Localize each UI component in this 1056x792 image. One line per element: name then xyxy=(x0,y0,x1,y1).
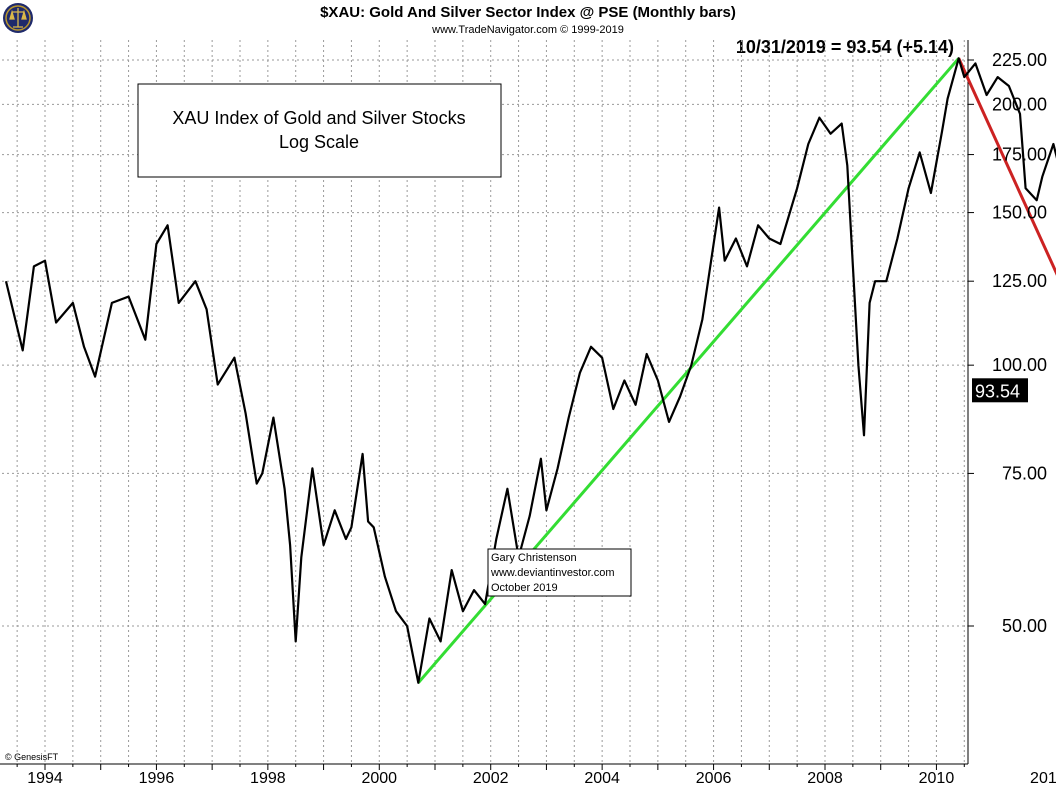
y-tick-label: 175.00 xyxy=(992,145,1047,165)
last-price-readout: 10/31/2019 = 93.54 (+5.14) xyxy=(736,37,954,57)
price-line xyxy=(4,57,1056,684)
credit-author: Gary Christenson xyxy=(491,552,577,564)
y-tick-label: 200.00 xyxy=(992,94,1047,114)
last-value-label: 93.54 xyxy=(972,378,1028,403)
x-tick-label: 2008 xyxy=(807,770,843,787)
y-tick-label: 225.00 xyxy=(992,50,1047,70)
price-series xyxy=(4,57,1056,684)
y-axis-ticks: 225.00 200.00 175.00 150.00 125.00 100.00 75.0… xyxy=(968,50,1047,636)
y-tick-label: 100.00 xyxy=(992,355,1047,375)
trade-navigator-logo xyxy=(3,3,33,33)
credit-website: www.deviantinvestor.com xyxy=(490,567,615,579)
credit-box: Gary Christenson www.deviantinvestor.com… xyxy=(487,548,632,597)
chart-subtitle: www.TradeNavigator.com © 1999-2019 xyxy=(431,24,624,36)
chart-title: $XAU: Gold And Silver Sector Index @ PSE… xyxy=(320,4,736,21)
y-tick-label: 75.00 xyxy=(1002,463,1047,483)
credit-date: October 2019 xyxy=(491,582,558,594)
down-trend-line xyxy=(957,57,1056,276)
y-tick-label: 50.00 xyxy=(1002,616,1047,636)
x-axis-ticks: 1994 1996 1998 2000 2002 2004 2006 2008 2010 2012… xyxy=(16,764,1056,787)
y-tick-label: 125.00 xyxy=(992,271,1047,291)
copyright: © GenesisFT xyxy=(5,752,59,762)
x-tick-label: 1994 xyxy=(27,770,63,787)
x-tick-label: 1996 xyxy=(139,770,175,787)
x-tick-label: 2010 xyxy=(919,770,955,787)
y-tick-label: 150.00 xyxy=(992,203,1047,223)
annotation-line-2: Log Scale xyxy=(279,132,359,152)
x-tick-label: 2000 xyxy=(361,770,397,787)
x-tick-label: 2004 xyxy=(584,770,620,787)
annotation-line-1: XAU Index of Gold and Silver Stocks xyxy=(172,108,465,128)
last-value-text: 93.54 xyxy=(975,381,1020,401)
x-tick-label: 2002 xyxy=(473,770,509,787)
annotation-box: XAU Index of Gold and Silver Stocks Log … xyxy=(137,83,502,178)
x-tick-label: 2006 xyxy=(696,770,732,787)
x-tick-label: 2012 xyxy=(1030,770,1056,787)
x-tick-label: 1998 xyxy=(250,770,286,787)
